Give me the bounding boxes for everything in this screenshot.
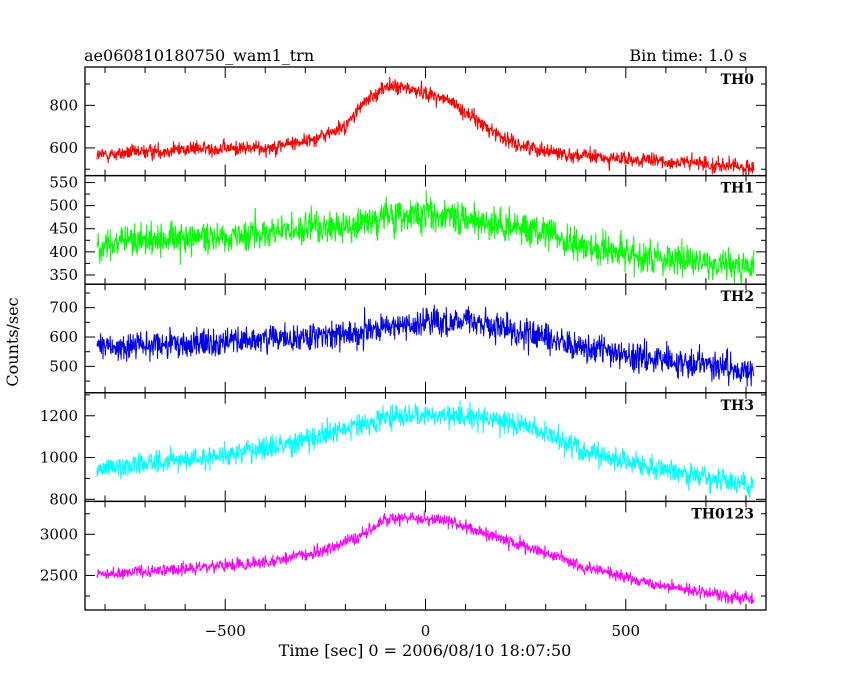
panel-name-label: TH0: [721, 72, 755, 88]
y-tick-label: 550: [49, 174, 78, 192]
y-tick-label: 800: [49, 490, 78, 508]
y-tick-label: 450: [49, 220, 78, 238]
series-line-th0: [96, 76, 755, 176]
y-axis-label: Counts/sec: [3, 297, 22, 386]
y-tick-label: 2500: [40, 566, 78, 584]
series-line-th0123: [96, 510, 755, 605]
panel-name-label: TH3: [721, 398, 754, 414]
panel-frame: [84, 66, 767, 177]
panel-th0: 600 800 TH0: [49, 66, 767, 177]
bin-time-label: Bin time: 1.0 s: [629, 46, 747, 65]
x-axis-label: Time [sec] 0 = 2006/08/10 18:07:50: [279, 641, 572, 660]
series-line-th3: [96, 399, 755, 498]
panel-name-label: TH1: [721, 181, 754, 197]
y-tick-label: 1000: [40, 449, 78, 467]
x-tick-label: 0: [421, 622, 431, 640]
y-tick-label: 3000: [40, 525, 78, 543]
panel-frame: [84, 283, 767, 394]
panel-th1: 350 400 450 500 550 TH1: [49, 174, 767, 285]
panel-frame: [84, 174, 767, 285]
y-tick-label: 600: [49, 328, 78, 346]
panel-th3: 800 1000 1200 TH3: [40, 392, 767, 508]
y-tick-label: 500: [49, 357, 78, 375]
panel-name-label: TH0123: [691, 506, 754, 522]
series-line-th2: [96, 304, 755, 387]
panels-layer: 600 800 TH0 350 400 450 500 550 TH1 500 600 700 TH2 8…: [40, 66, 767, 640]
y-tick-label: 350: [49, 266, 78, 284]
chart-title: ae060810180750_wam1_trn: [84, 46, 314, 65]
y-tick-label: 600: [49, 139, 78, 157]
panel-frame: [84, 500, 767, 611]
y-tick-label: 1200: [40, 407, 78, 425]
y-tick-label: 700: [49, 299, 78, 317]
panel-th2: 500 600 700 TH2: [49, 283, 767, 394]
series-line-th1: [96, 190, 755, 285]
y-tick-label: 500: [49, 197, 78, 215]
x-tick-label: −500: [205, 622, 246, 640]
y-tick-label: 400: [49, 243, 78, 261]
panel-name-label: TH2: [721, 289, 754, 305]
panel-th0123: 2500 3000 TH0123: [40, 500, 767, 611]
y-tick-label: 800: [49, 96, 78, 114]
x-tick-label: 500: [611, 622, 640, 640]
